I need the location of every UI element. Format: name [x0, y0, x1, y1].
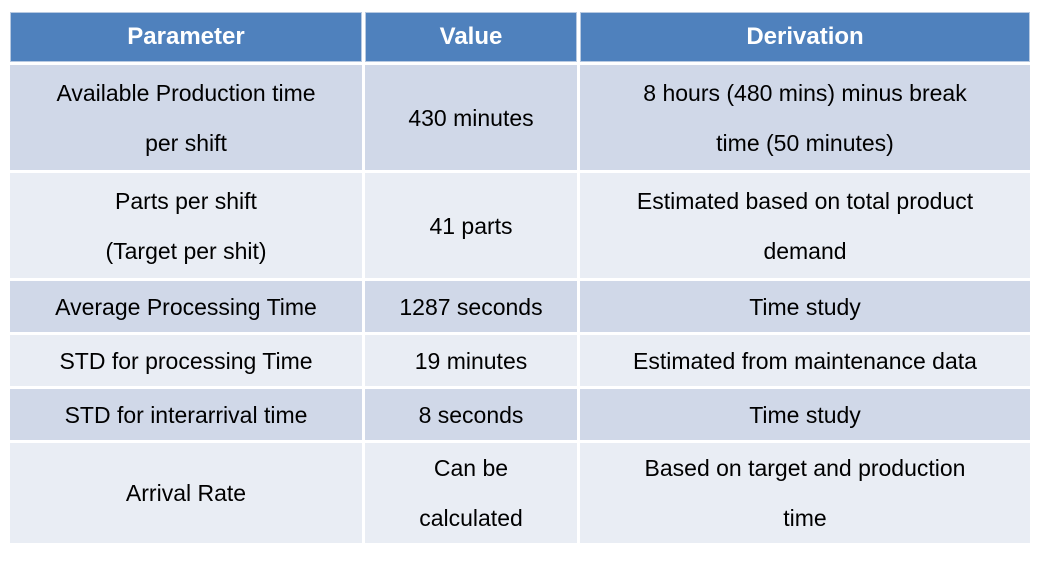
cell-parameter: Available Production time per shift — [10, 65, 362, 170]
cell-derivation: Estimated from maintenance data — [580, 335, 1030, 386]
parameter-value-derivation-table: Parameter Value Derivation Available Pro… — [7, 9, 1033, 546]
cell-value: 41 parts — [365, 173, 577, 278]
parameters-table: Parameter Value Derivation Available Pro… — [7, 9, 1033, 546]
header-cell-value: Value — [365, 12, 577, 62]
table-row: Average Processing Time 1287 seconds Tim… — [10, 281, 1030, 332]
cell-parameter: Average Processing Time — [10, 281, 362, 332]
header-cell-parameter: Parameter — [10, 12, 362, 62]
cell-parameter: STD for interarrival time — [10, 389, 362, 440]
table-row: STD for interarrival time 8 seconds Time… — [10, 389, 1030, 440]
table-row: Arrival Rate Can be calculated Based on … — [10, 443, 1030, 543]
cell-value: 1287 seconds — [365, 281, 577, 332]
cell-derivation: Based on target and production time — [580, 443, 1030, 543]
cell-derivation: Time study — [580, 389, 1030, 440]
cell-value: 430 minutes — [365, 65, 577, 170]
cell-value: 8 seconds — [365, 389, 577, 440]
table-row: Available Production time per shift 430 … — [10, 65, 1030, 170]
table-row: STD for processing Time 19 minutes Estim… — [10, 335, 1030, 386]
header-cell-derivation: Derivation — [580, 12, 1030, 62]
table-row: Parts per shift (Target per shit) 41 par… — [10, 173, 1030, 278]
cell-parameter: Arrival Rate — [10, 443, 362, 543]
cell-derivation: 8 hours (480 mins) minus break time (50 … — [580, 65, 1030, 170]
cell-value: Can be calculated — [365, 443, 577, 543]
cell-parameter: Parts per shift (Target per shit) — [10, 173, 362, 278]
cell-parameter: STD for processing Time — [10, 335, 362, 386]
cell-derivation: Time study — [580, 281, 1030, 332]
cell-value: 19 minutes — [365, 335, 577, 386]
header-row: Parameter Value Derivation — [10, 12, 1030, 62]
cell-derivation: Estimated based on total product demand — [580, 173, 1030, 278]
